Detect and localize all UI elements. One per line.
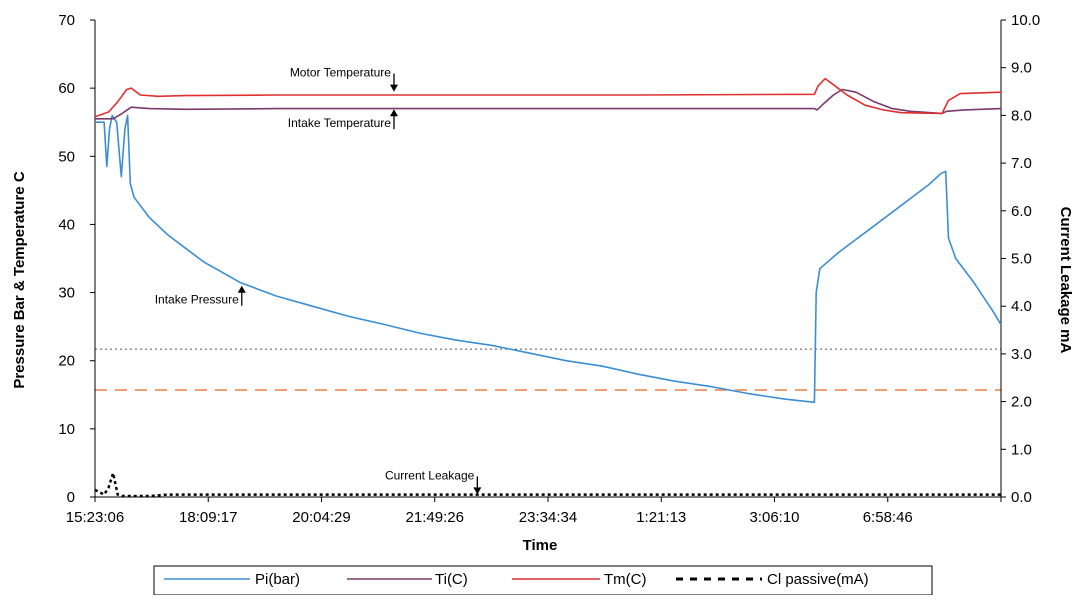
annotation-label: Current Leakage <box>385 468 475 482</box>
legend-label-pi: Pi(bar) <box>255 571 300 588</box>
legend-label-cl: Cl passive(mA) <box>767 571 869 588</box>
series-group <box>94 77 1002 498</box>
series-line-2 <box>95 88 1002 120</box>
annotation-arrow-head <box>237 285 246 293</box>
series-line-3 <box>94 77 1002 118</box>
series-line-1 <box>95 114 1002 404</box>
y-tick-label: 40 <box>58 216 75 233</box>
x-tick-label: 1:21:13 <box>636 509 686 526</box>
x-tick-label: 15:23:06 <box>66 509 124 526</box>
y2-tick-label: 6.0 <box>1011 203 1032 220</box>
annotation-label: Intake Temperature <box>288 116 391 130</box>
annotation-arrow-head <box>389 109 398 117</box>
annotation-label: Intake Pressure <box>155 293 239 307</box>
y2-tick-label: 8.0 <box>1011 107 1032 124</box>
x-tick-label: 6:58:46 <box>863 509 913 526</box>
annotation-arrow-head <box>389 84 398 92</box>
y-tick-label: 70 <box>58 12 75 29</box>
annotation-arrow-head <box>473 487 482 495</box>
annotation-label: Motor Temperature <box>290 66 391 80</box>
y2-tick-label: 9.0 <box>1011 60 1032 77</box>
y-tick-label: 60 <box>58 80 75 97</box>
y-tick-label: 20 <box>58 353 75 370</box>
reference-lines <box>95 348 1001 392</box>
y-tick-label: 0 <box>67 489 75 506</box>
y2-axis-title: Current Leakage mA <box>1057 207 1074 354</box>
y2-tick-label: 1.0 <box>1011 441 1032 458</box>
x-tick-label: 3:06:10 <box>749 509 799 526</box>
y2-tick-label: 10.0 <box>1011 12 1040 29</box>
y-tick-label: 10 <box>58 421 75 438</box>
x-axis-title: Time <box>523 537 558 554</box>
y2-tick-label: 7.0 <box>1011 155 1032 172</box>
legend-label-tm: Tm(C) <box>604 571 646 588</box>
legend-label-ti: Ti(C) <box>435 571 468 588</box>
y2-tick-label: 2.0 <box>1011 394 1032 411</box>
x-tick-label: 21:49:26 <box>406 509 464 526</box>
series-line-4 <box>94 471 1001 498</box>
x-tick-label: 18:09:17 <box>179 509 237 526</box>
y-tick-label: 50 <box>58 148 75 165</box>
y-axis-title: Pressure Bar & Temperature C <box>11 171 28 388</box>
y2-tick-label: 0.0 <box>1011 489 1032 506</box>
y2-tick-label: 5.0 <box>1011 251 1032 268</box>
annotations: Motor Temperature Intake Temperature Intak… <box>155 66 482 495</box>
y2-tick-label: 3.0 <box>1011 346 1032 363</box>
legend: Pi(bar) Ti(C) Tm(C) Cl passive(mA) <box>153 565 933 596</box>
y2-tick-label: 4.0 <box>1011 298 1032 315</box>
x-tick-label: 20:04:29 <box>292 509 350 526</box>
x-tick-label: 23:34:34 <box>519 509 577 526</box>
axes: 0 10 20 30 40 50 60 70 0.0 1.0 2.0 3.0 4.0 5.0 6.0 7.0 8… <box>58 12 1040 526</box>
y-tick-label: 30 <box>58 285 75 302</box>
